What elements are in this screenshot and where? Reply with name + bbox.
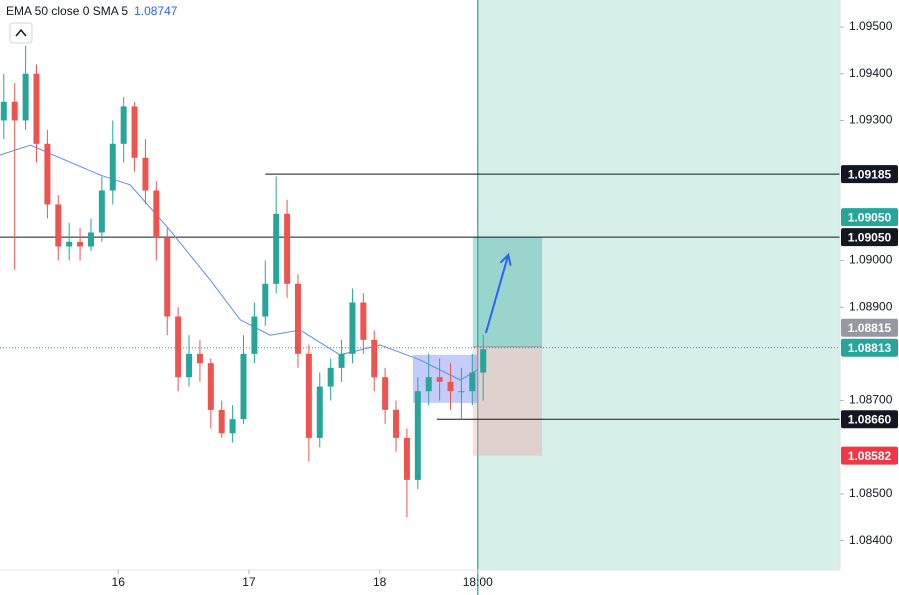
price-badge-label: 1.09050	[848, 210, 892, 224]
y-tick-label: 1.08700	[849, 393, 893, 407]
collapse-button[interactable]	[9, 22, 33, 44]
x-tick-label: 17	[242, 575, 256, 589]
y-tick-label: 1.09300	[849, 113, 893, 127]
indicator-value: 1.08747	[134, 4, 178, 18]
price-badge-label: 1.09185	[848, 167, 892, 181]
candle-body	[229, 419, 236, 434]
candle-body	[294, 283, 301, 354]
y-tick-label: 1.08500	[849, 486, 893, 500]
candle-body	[447, 381, 454, 392]
candle-body	[98, 190, 105, 233]
candle-body	[469, 372, 476, 392]
price-badge	[841, 228, 898, 247]
candle-body	[240, 353, 247, 420]
candle-body	[262, 283, 269, 317]
candle-body	[87, 232, 94, 247]
candle-body	[360, 302, 367, 340]
price-badge	[841, 208, 898, 227]
candle-body	[55, 204, 62, 247]
header: EMA 50 close 0 SMA 5 1.08747	[6, 4, 178, 18]
y-tick-label: 1.09400	[849, 66, 893, 80]
candle-body	[393, 409, 400, 438]
candle-body	[305, 353, 312, 438]
candle-body	[327, 367, 334, 387]
price-badge	[841, 338, 898, 357]
candle-body	[316, 386, 323, 438]
candle-body	[131, 106, 138, 158]
candle-body	[22, 73, 29, 121]
price-badge	[841, 165, 898, 184]
candle-body	[251, 316, 258, 354]
x-tick-label: 16	[112, 575, 126, 589]
arrow-shaft	[484, 254, 510, 334]
candle-body	[458, 391, 465, 393]
price-badge-label: 1.08815	[848, 321, 892, 335]
candle-body	[11, 101, 18, 121]
x-tick-label: 18	[373, 575, 387, 589]
candle-body	[153, 190, 160, 238]
price-badge-label: 1.08582	[848, 449, 892, 463]
y-tick-label: 1.08900	[849, 299, 893, 313]
candle-body	[480, 349, 487, 373]
indicator-label: EMA 50 close 0 SMA 5	[6, 4, 128, 18]
x-tick-label: 18:00	[463, 575, 493, 589]
candle-body	[196, 353, 203, 364]
price-badge-label: 1.09050	[848, 230, 892, 244]
price-badge	[841, 446, 898, 465]
candle-body	[109, 143, 116, 191]
candle-body	[175, 316, 182, 378]
axes: 1.09500 1.09400 1.09300 1.09000 1.08900 1.087…	[112, 19, 898, 589]
arrow-head	[499, 252, 512, 266]
candle-body	[44, 143, 51, 205]
candle-body	[66, 241, 73, 247]
candle-body	[207, 363, 214, 410]
candle-body	[273, 213, 280, 284]
y-tick-label: 1.08400	[849, 533, 893, 547]
candle-body	[382, 377, 389, 410]
candle-body	[403, 437, 410, 480]
candle-body	[436, 377, 443, 382]
candle-body	[0, 101, 7, 121]
candle-body	[120, 106, 127, 144]
candle-body	[33, 73, 40, 144]
candle-body	[349, 302, 356, 354]
candle-body	[425, 377, 432, 392]
y-tick-label: 1.09000	[849, 253, 893, 267]
candle-body	[284, 213, 291, 284]
candle-body	[371, 339, 378, 378]
candle-body	[338, 353, 345, 368]
highlight-region	[477, 0, 840, 570]
candle-body	[186, 353, 193, 378]
candle-body	[218, 409, 225, 434]
candle-body	[164, 237, 171, 317]
range-box	[412, 354, 478, 403]
candle-body	[142, 157, 149, 191]
plot-area	[0, 0, 840, 595]
candle-body	[414, 391, 421, 480]
price-badge-label: 1.08660	[848, 412, 892, 426]
price-badge-label: 1.08813	[848, 341, 892, 355]
candle-body	[77, 241, 84, 247]
price-badge	[841, 318, 898, 337]
profit-zone	[472, 237, 543, 347]
price-badge	[841, 410, 898, 429]
y-tick-label: 1.09500	[849, 19, 893, 33]
